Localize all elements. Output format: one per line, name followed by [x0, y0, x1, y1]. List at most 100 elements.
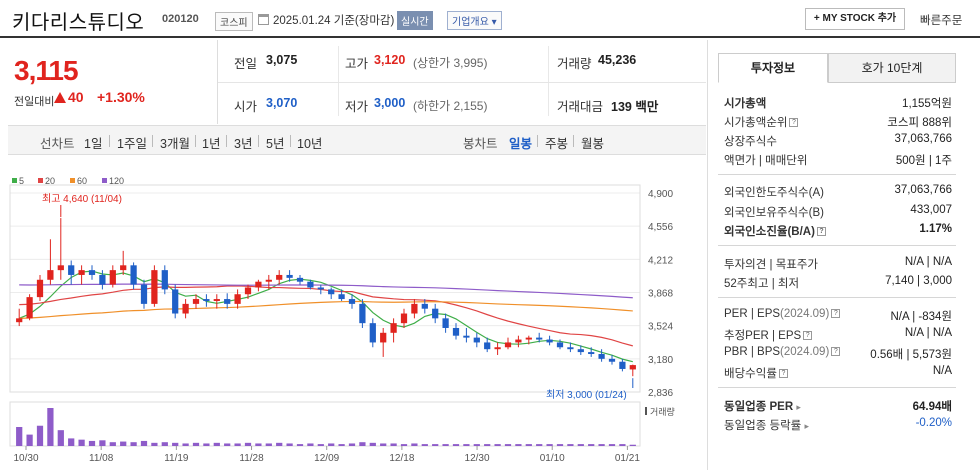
divider: [152, 135, 153, 147]
line-chart-label: 선차트: [40, 137, 75, 151]
volume-bar: [203, 443, 210, 446]
company-overview-label: 기업개요: [452, 17, 489, 28]
period-3m[interactable]: 3개월: [160, 137, 190, 151]
period-1w[interactable]: 1주일: [117, 137, 147, 151]
y-tick-label: 4,900: [648, 189, 673, 200]
dividend-label[interactable]: 배당수익률?: [724, 365, 788, 381]
volume-bar: [57, 430, 64, 446]
market-cap-rank-label[interactable]: 시가총액순위?: [724, 114, 799, 130]
period-1y[interactable]: 1년: [202, 137, 221, 151]
tab-orderbook[interactable]: 호가 10단계: [828, 53, 956, 83]
candle-body: [140, 284, 148, 304]
volume-bar: [296, 444, 304, 446]
candle-body: [411, 303, 418, 314]
candle-body: [328, 289, 335, 295]
divider: [218, 82, 706, 83]
company-overview-dropdown[interactable]: 기업개요 ▾: [447, 11, 502, 30]
shares-value: 37,063,766: [894, 133, 952, 145]
chevron-right-icon[interactable]: ▸: [796, 402, 801, 412]
chevron-right-icon[interactable]: ▸: [804, 421, 809, 431]
legend-swatch-60: [70, 178, 75, 183]
sector-rate-text: 동일업종 등락률: [724, 420, 802, 432]
volume-bar: [120, 441, 127, 446]
candle-body: [16, 318, 23, 323]
period-1d[interactable]: 1일: [84, 137, 103, 151]
low-label: 저가: [345, 100, 369, 114]
divider: [258, 135, 259, 147]
volume-bar: [68, 438, 75, 446]
volume-bar: [598, 444, 605, 446]
volume-bar: [390, 443, 397, 446]
add-mystock-button[interactable]: + MY STOCK 추가: [805, 8, 905, 30]
foreign-limit-label: 외국인한도주식수(A): [724, 187, 824, 199]
fast-order-link[interactable]: 빠른주문: [920, 15, 963, 27]
y-tick-label: 3,180: [648, 355, 673, 366]
volume-bar: [182, 443, 189, 446]
candle-daily[interactable]: 일봉: [509, 137, 533, 151]
volume-bar: [78, 439, 85, 446]
divider: [290, 135, 291, 147]
candle-body: [161, 270, 168, 290]
volume-bar: [307, 443, 314, 446]
volume-bar: [348, 443, 356, 446]
help-icon[interactable]: ?: [789, 118, 799, 128]
volume-bar: [619, 444, 626, 446]
x-tick-label: 11/08: [89, 453, 114, 464]
volume-bar: [442, 444, 449, 446]
volume-bar: [276, 442, 283, 446]
candle-body: [588, 352, 595, 355]
volume-bar: [161, 442, 168, 446]
volume-bar: [421, 444, 428, 446]
candle-weekly[interactable]: 주봉: [545, 137, 569, 151]
sector-per-label[interactable]: 동일업종 PER ▸: [724, 398, 801, 414]
period-10y[interactable]: 10년: [297, 137, 323, 151]
est-per-label[interactable]: 추정PER | EPS?: [724, 327, 813, 343]
candle-body: [369, 323, 376, 343]
period-5y[interactable]: 5년: [266, 137, 285, 151]
foreign-hold-label: 외국인보유주식수(B): [724, 207, 824, 219]
volume-bar: [151, 442, 158, 446]
candle-body: [192, 299, 200, 304]
amount-label: 거래대금: [557, 100, 604, 114]
volume-bar: [359, 442, 366, 446]
volume-bar: [109, 442, 116, 446]
change-percent: +1.30%: [97, 89, 145, 105]
current-price: 3,115: [14, 55, 79, 86]
volume-bar: [130, 442, 137, 446]
divider: [537, 135, 538, 147]
help-icon[interactable]: ?: [831, 347, 841, 357]
candle-body: [109, 270, 116, 285]
opinion-label: 투자의견 | 목표주가: [724, 259, 819, 271]
help-icon[interactable]: ?: [778, 369, 788, 379]
per-eps-text: PER | EPS: [724, 308, 781, 320]
volume-bar: [172, 442, 179, 446]
volume-bar: [494, 444, 501, 446]
per-eps-label[interactable]: PER | EPS(2024.09)?: [724, 308, 841, 320]
candle-body: [307, 281, 314, 288]
foreign-ratio-label[interactable]: 외국인소진율(B/A)?: [724, 223, 826, 239]
x-tick-label: 11/19: [164, 453, 189, 464]
price-chart[interactable]: 5 20 60 120 4,900 4,556 4,212 3,868 3,524 3,180 2…: [8, 170, 708, 468]
help-icon[interactable]: ?: [816, 227, 826, 237]
help-icon[interactable]: ?: [803, 331, 813, 341]
lower-limit: (하한가 2,155): [413, 99, 488, 113]
candle-body: [88, 270, 96, 275]
pbr-bps-label[interactable]: PBR | BPS(2024.09)?: [724, 346, 841, 358]
help-icon[interactable]: ?: [831, 309, 841, 319]
realtime-button[interactable]: 실시간: [397, 11, 433, 30]
candle-monthly[interactable]: 월봉: [581, 137, 605, 151]
high-label: 고가: [345, 57, 369, 71]
high-annotation: 최고 4,640 (11/04): [42, 193, 122, 205]
candle-body: [577, 349, 584, 353]
volume-bar: [26, 434, 33, 446]
change-value: 40: [68, 89, 84, 105]
period-3y[interactable]: 3년: [234, 137, 253, 151]
candle-body: [629, 365, 636, 370]
volume-label: 거래량: [557, 57, 592, 71]
price-box: [8, 40, 218, 124]
foreign-ratio-value: 1.17%: [919, 223, 952, 235]
candle-body: [421, 303, 428, 309]
sector-rate-label[interactable]: 동일업종 등락률 ▸: [724, 417, 809, 433]
tab-invest-info[interactable]: 투자정보: [718, 53, 828, 83]
volume-value: 45,236: [598, 53, 637, 67]
